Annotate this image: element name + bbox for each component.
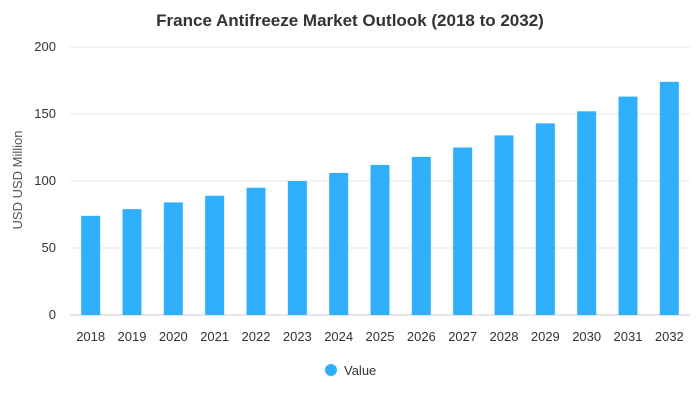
bar-2023 <box>287 181 307 315</box>
bar-2027 <box>453 147 473 315</box>
x-tick-label-2020: 2020 <box>159 329 188 344</box>
bar-2029 <box>535 123 555 315</box>
bar-2028 <box>494 135 514 315</box>
y-tick-label-100: 100 <box>34 173 56 188</box>
x-tick-label-2030: 2030 <box>572 329 601 344</box>
y-tick-label-150: 150 <box>34 106 56 121</box>
x-tick-label-2024: 2024 <box>324 329 353 344</box>
bar-2026 <box>411 156 431 315</box>
bar-2021 <box>205 195 225 315</box>
x-tick-label-2023: 2023 <box>283 329 312 344</box>
x-tick-label-2026: 2026 <box>407 329 436 344</box>
bar-2019 <box>122 209 142 315</box>
bar-2030 <box>577 111 597 315</box>
y-axis-ticks: 0 50 100 150 200 <box>34 39 56 322</box>
x-tick-label-2031: 2031 <box>614 329 643 344</box>
x-tick-label-2029: 2029 <box>531 329 560 344</box>
bar-2031 <box>618 96 638 315</box>
y-axis-label: USD USD Million <box>10 131 25 230</box>
y-tick-label-0: 0 <box>49 307 56 322</box>
bar-2032 <box>659 81 679 315</box>
chart-title: France Antifreeze Market Outlook (2018 t… <box>156 11 544 30</box>
bar-2020 <box>163 202 183 315</box>
x-tick-label-2027: 2027 <box>448 329 477 344</box>
bar-2018 <box>81 215 101 315</box>
legend-swatch-value <box>325 364 337 376</box>
bar-2024 <box>329 172 349 315</box>
bar-2025 <box>370 164 390 315</box>
x-tick-label-2019: 2019 <box>118 329 147 344</box>
x-tick-label-2032: 2032 <box>655 329 684 344</box>
y-tick-label-50: 50 <box>42 240 56 255</box>
x-tick-label-2028: 2028 <box>490 329 519 344</box>
bar-2022 <box>246 187 266 315</box>
legend: Value <box>325 363 376 378</box>
x-axis-ticks: 2018 2019 2020 2021 2022 2023 2024 2025 2026 2027… <box>76 329 684 344</box>
bars <box>81 81 679 315</box>
x-tick-label-2018: 2018 <box>76 329 105 344</box>
y-tick-label-200: 200 <box>34 39 56 54</box>
x-tick-label-2025: 2025 <box>366 329 395 344</box>
x-tick-label-2021: 2021 <box>200 329 229 344</box>
x-tick-label-2022: 2022 <box>242 329 271 344</box>
legend-label-value: Value <box>344 363 376 378</box>
